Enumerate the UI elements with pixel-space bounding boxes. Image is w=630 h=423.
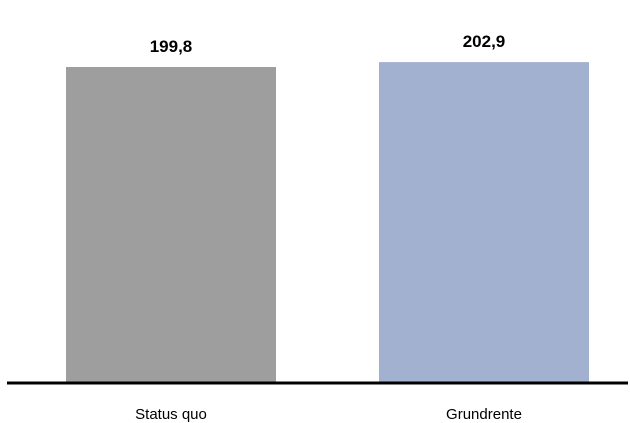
category-label: Grundrente	[446, 406, 522, 423]
bar-status-quo	[66, 67, 276, 383]
bar-grundrente	[379, 62, 589, 383]
value-label: 202,9	[463, 32, 506, 51]
value-label: 199,8	[150, 37, 193, 56]
value-labels-group: 199,8 202,9	[150, 32, 506, 56]
category-label: Status quo	[135, 406, 207, 423]
bars-group	[66, 62, 589, 383]
category-labels-group: Status quo Grundrente	[135, 406, 522, 423]
